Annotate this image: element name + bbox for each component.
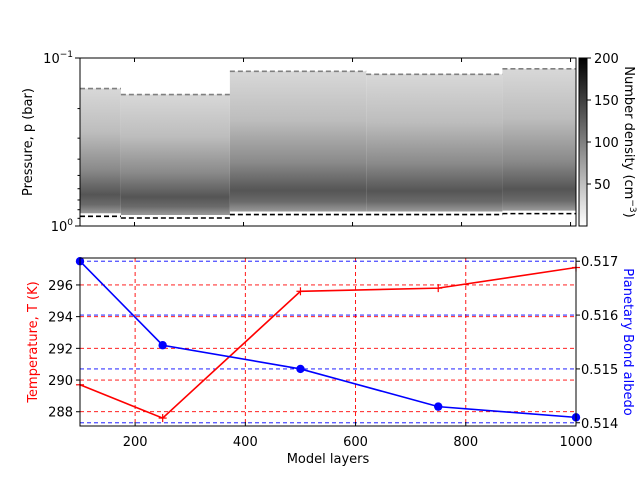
heatmap-column: [229, 71, 367, 212]
temperature-line: [79, 266, 577, 420]
left-y-ticks: 288 290 292 294 296: [48, 279, 80, 421]
albedo-point: [158, 341, 167, 350]
bottom-axes-frame: [79, 257, 577, 427]
temperature-point: [434, 284, 443, 293]
top-x-ticks: [134, 58, 572, 226]
x-tick-label: 800: [453, 435, 478, 450]
heatmap-column: [502, 68, 576, 211]
right-axis-grid: [80, 260, 576, 424]
y-tick-label: 10−1: [43, 50, 73, 67]
colorbar-label: Number density (cm−3): [621, 66, 637, 217]
heatmap-column: [120, 94, 230, 215]
albedo-point: [296, 364, 305, 374]
right-y-tick-label: 0.516: [581, 309, 618, 324]
colorbar-ticks: 50 100 150 200: [587, 52, 619, 193]
top-y-ticks: 10−1 100: [43, 50, 80, 235]
left-y-tick-label: 290: [48, 374, 73, 389]
colorbar-tick-label: 200: [594, 52, 619, 67]
left-axis-grid: [80, 258, 577, 426]
right-y-tick-label: 0.514: [581, 417, 618, 432]
heatmap-columns: [80, 68, 576, 219]
heatmap-column: [80, 88, 121, 214]
right-y-tick-label: 0.515: [581, 363, 618, 378]
left-y-tick-label: 292: [48, 342, 73, 357]
right-y-tick-label: 0.517: [581, 255, 618, 270]
right-y-ticks: 0.514 0.515 0.516 0.517: [576, 255, 618, 432]
bottom-x-ticks: 200 400 600 800 1000: [123, 422, 593, 450]
x-tick-label: 400: [233, 435, 258, 450]
x-axis-label: Model layers: [287, 452, 370, 467]
left-y-tick-label: 294: [48, 311, 73, 326]
x-tick-label: 1000: [559, 435, 592, 450]
temperature-point: [296, 287, 305, 296]
temperature-point: [158, 414, 167, 423]
left-y-tick-label: 288: [48, 406, 73, 421]
colorbar-tick-label: 100: [594, 136, 619, 151]
y-tick-label: 100: [51, 218, 74, 235]
albedo-point: [434, 402, 443, 411]
colorbar-tick-label: 150: [594, 94, 619, 109]
colorbar-tick-label: 50: [594, 178, 611, 193]
line-series: [75, 257, 581, 423]
y-axis-label-pressure: Pressure, p (bar): [21, 88, 36, 196]
x-tick-label: 600: [343, 435, 368, 450]
pressure-heatmap-panel: 10−1 100 Pressure, p (bar): [21, 50, 577, 235]
right-y-axis-label: Planetary Bond albedo: [620, 268, 635, 415]
x-tick-label: 200: [123, 435, 148, 450]
left-y-axis-label: Temperature, T (K): [26, 281, 41, 403]
top-axes-frame: [79, 57, 577, 227]
colorbar-gradient: [579, 58, 587, 226]
left-y-tick-label: 296: [48, 279, 73, 294]
colorbar: 50 100 150 200 Number density (cm−3): [578, 52, 637, 227]
heatmap-column: [366, 74, 503, 212]
